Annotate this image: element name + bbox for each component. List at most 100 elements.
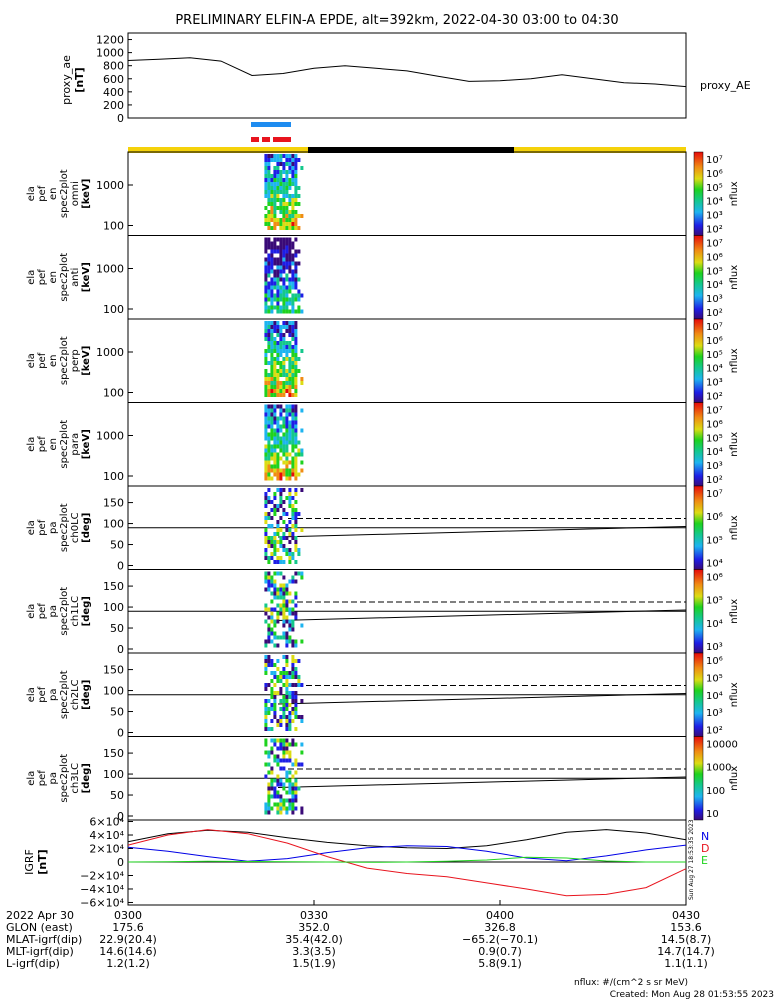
spectrogram-cell [282, 385, 286, 389]
spectrogram-cell [288, 154, 292, 158]
spectrogram-cell [264, 472, 268, 477]
spectrogram-cell [288, 357, 292, 361]
spectrogram-cell [285, 727, 289, 731]
spectrogram-cell [279, 456, 283, 461]
spectrogram-cell [279, 158, 283, 162]
spectrogram-cell [288, 170, 292, 174]
spectrogram-cell [291, 599, 295, 604]
spectrogram-cell [285, 707, 289, 711]
spectrogram-cell [291, 444, 295, 449]
spectrogram-cell [297, 552, 301, 556]
spectrogram-cell [282, 623, 286, 628]
spectrogram-cell [282, 408, 286, 413]
proxy-ae-tick-label: 1200 [96, 34, 124, 47]
igrf-yunit: [nT] [36, 849, 49, 874]
spectrogram-cell [288, 711, 292, 715]
spectrogram-cell [273, 385, 277, 389]
spectrogram-cell [264, 301, 268, 306]
spectrogram-cell [297, 675, 301, 679]
spectrogram-cell [294, 261, 298, 266]
spectrogram-cell [282, 293, 286, 298]
spectrogram-cell [291, 671, 295, 675]
spectrogram-cell [279, 178, 283, 182]
colorbar-tick-label: 10² [706, 392, 723, 403]
ephemeris-value: 35.4(42.0) [285, 933, 343, 946]
proxy-ae-tick-label: 800 [103, 60, 124, 73]
spectrogram-cell [282, 277, 286, 282]
spectrogram-cell [276, 186, 280, 190]
spectrogram-cell [270, 464, 274, 469]
spectrogram-cell [285, 218, 289, 222]
spectrogram-cell [282, 257, 286, 262]
spectrogram-cell [279, 528, 283, 532]
spectrogram-cell [276, 249, 280, 254]
spectrogram-cell [285, 774, 289, 779]
spectrogram-cell [267, 436, 271, 441]
spectrogram-cell [273, 468, 277, 473]
spectrogram-cell [276, 329, 280, 333]
colorbar-tick-label: 10² [706, 475, 723, 486]
spectrogram-cell [270, 659, 274, 663]
spectrogram-cell [267, 158, 271, 162]
spectrogram-cell [285, 528, 289, 532]
spectrogram-cell [288, 556, 292, 560]
spectrogram-cell [270, 206, 274, 210]
spectrogram-cell [294, 742, 298, 747]
spectrogram-cell [273, 635, 277, 640]
spectrogram-cell [273, 321, 277, 325]
spectrogram-cell [279, 285, 283, 290]
panel-ylabel-line: spec2plot [59, 587, 70, 636]
spectrogram-cell [297, 683, 301, 687]
igrf-legend-n: N [701, 830, 709, 843]
spectrogram-cell [267, 309, 271, 314]
spectrogram-cell [273, 619, 277, 624]
spectrogram-cell [273, 412, 277, 417]
spectrogram-cell [288, 349, 292, 353]
spectrogram-cell [270, 329, 274, 333]
colorbar-tick-label: 10⁵ [706, 535, 723, 546]
spectrogram-cell [291, 472, 295, 477]
spectrogram-cell [279, 806, 283, 811]
colorbar-tick-label: 10² [706, 726, 723, 737]
spectrogram-cell [270, 738, 274, 743]
spectrogram-cell [288, 623, 292, 628]
spectrogram-cell [285, 412, 289, 417]
spectrogram-cell [276, 615, 280, 620]
spectrogram-cell [297, 679, 301, 683]
spectrogram-cell [291, 385, 295, 389]
spectrogram-cell [276, 321, 280, 325]
spectrogram-cell [294, 548, 298, 552]
spectrogram-cell [279, 758, 283, 763]
spectrogram-cell [291, 424, 295, 429]
spectrogram-cell [288, 210, 292, 214]
spectrogram-cell [267, 544, 271, 548]
spectrogram-cell [273, 170, 277, 174]
spectrogram-cell [267, 253, 271, 258]
panel-frame [127, 318, 687, 403]
spectrogram-cell [288, 675, 292, 679]
spectrogram-cell [291, 719, 295, 723]
spectrogram-cell [279, 436, 283, 441]
spectrogram-cell [288, 218, 292, 222]
spectrogram-cell [282, 432, 286, 437]
spectrogram-cell [282, 337, 286, 341]
spectrogram-cell [291, 257, 295, 262]
spectrogram-cell [279, 174, 283, 178]
spectrogram-cell [273, 460, 277, 465]
spectrogram-cell [294, 325, 298, 329]
colorbar [693, 402, 704, 487]
energy-spectrogram-panel-3: 100 1000 ela pef en spec2plot para [keV] 10⁷ 10⁶ 1… [26, 402, 740, 487]
spectrogram-cell [267, 750, 271, 755]
spectrogram-cell [282, 683, 286, 687]
spectrogram-cell [267, 432, 271, 437]
spectrogram-cell [282, 365, 286, 369]
panel-ylabel-line: omni [70, 181, 81, 206]
spectrogram-cell [264, 182, 268, 186]
spectrogram-cell [294, 293, 298, 298]
spectrogram-cell [270, 719, 274, 723]
spectrogram-cell [273, 273, 277, 278]
spectrogram-cell [267, 305, 271, 310]
spectrogram-cell [270, 619, 274, 624]
panel-tick-label: 150 [103, 580, 124, 593]
spectrogram-cell [264, 687, 268, 691]
